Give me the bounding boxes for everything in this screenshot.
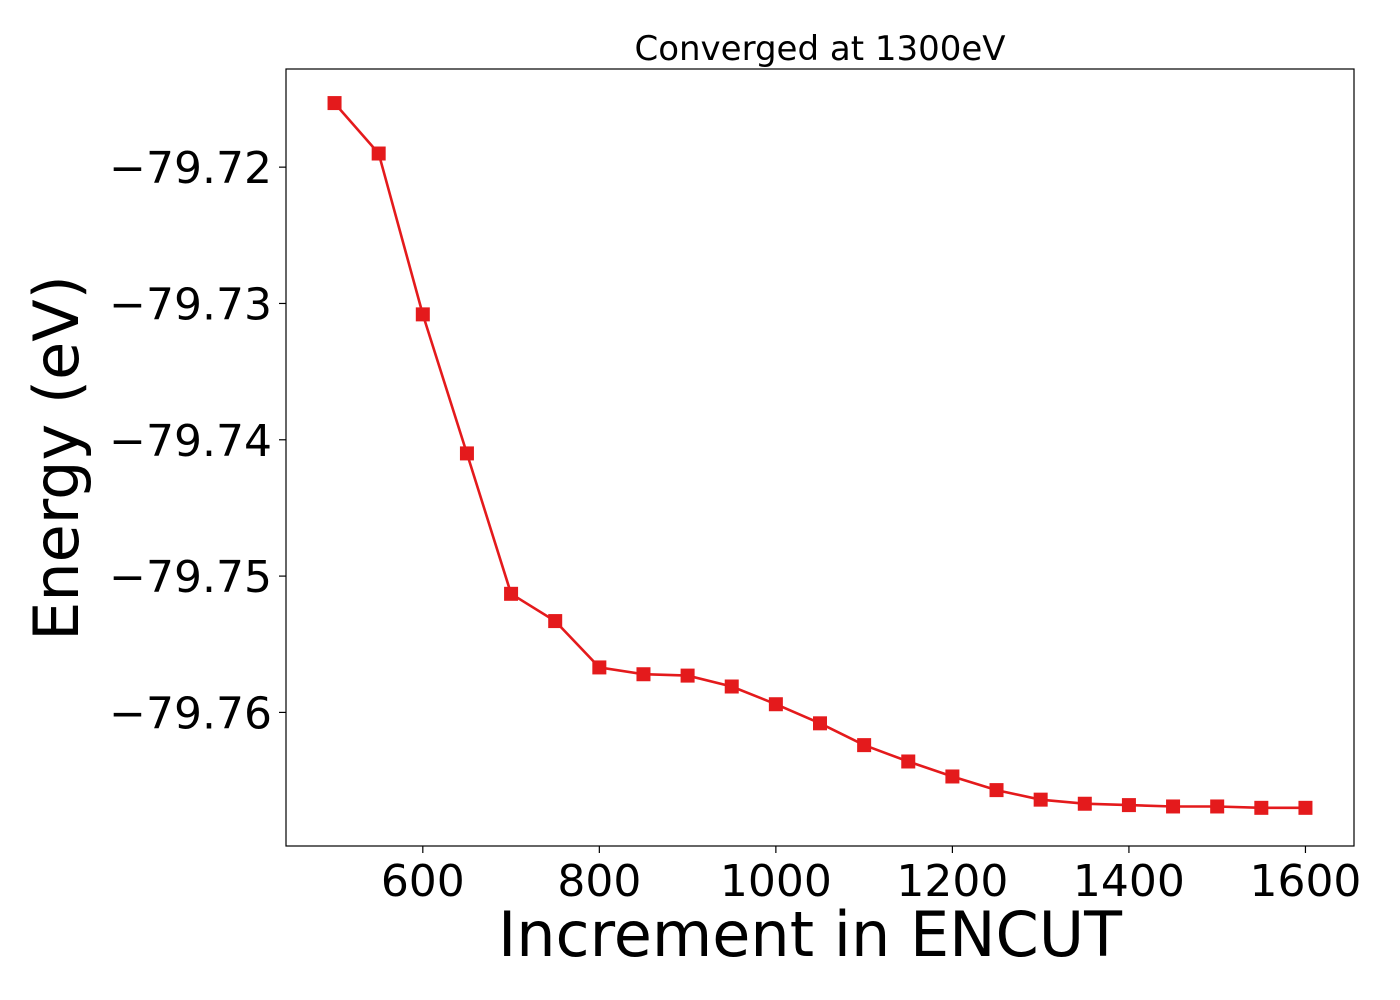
x-tick-label: 1400 [1073,856,1185,907]
data-point-marker [592,660,607,675]
data-point-marker [1254,800,1269,815]
chart-title: Converged at 1300eV [634,29,1005,69]
y-tick-label: −79.74 [109,416,272,467]
y-tick-label: −79.72 [109,143,272,194]
data-point-marker [1298,800,1313,815]
data-point-marker [504,586,519,601]
x-tick-label: 600 [381,856,465,907]
y-tick-label: −79.73 [109,279,272,330]
data-point-marker [945,769,960,784]
data-point-marker [371,146,386,161]
data-point-marker [768,697,783,712]
data-point-marker [1166,799,1181,814]
data-point-marker [1033,792,1048,807]
y-axis: −79.72 −79.73 −79.74 −79.75 −79.76 [109,143,286,739]
data-point-marker [813,716,827,731]
data-point-marker [680,668,695,683]
x-axis: 600 800 1000 1200 1400 1600 [381,846,1361,907]
data-point-marker [1121,798,1136,813]
y-tick-label: −79.76 [109,688,272,739]
x-axis-label: Increment in ENCUT [498,898,1123,971]
data-point-marker [857,738,872,753]
data-point-marker [415,307,430,322]
data-point-marker [327,96,342,111]
x-tick-label: 1000 [720,856,832,907]
data-point-marker [636,667,651,682]
energy-series-line [333,102,1306,810]
data-point-marker [459,446,474,461]
series-layer [327,96,1313,815]
x-tick-label: 1600 [1249,856,1361,907]
y-axis-label: Energy (eV) [20,275,93,641]
y-tick-label: −79.75 [109,552,272,603]
data-point-marker [1077,796,1092,811]
data-point-marker [1210,799,1225,814]
data-point-marker [724,679,739,694]
plot-area-frame [285,68,1355,847]
data-point-marker [901,754,916,769]
x-tick-label: 1200 [896,856,1008,907]
x-tick-label: 800 [557,856,641,907]
data-point-marker [989,783,1004,798]
data-point-marker [548,614,563,629]
